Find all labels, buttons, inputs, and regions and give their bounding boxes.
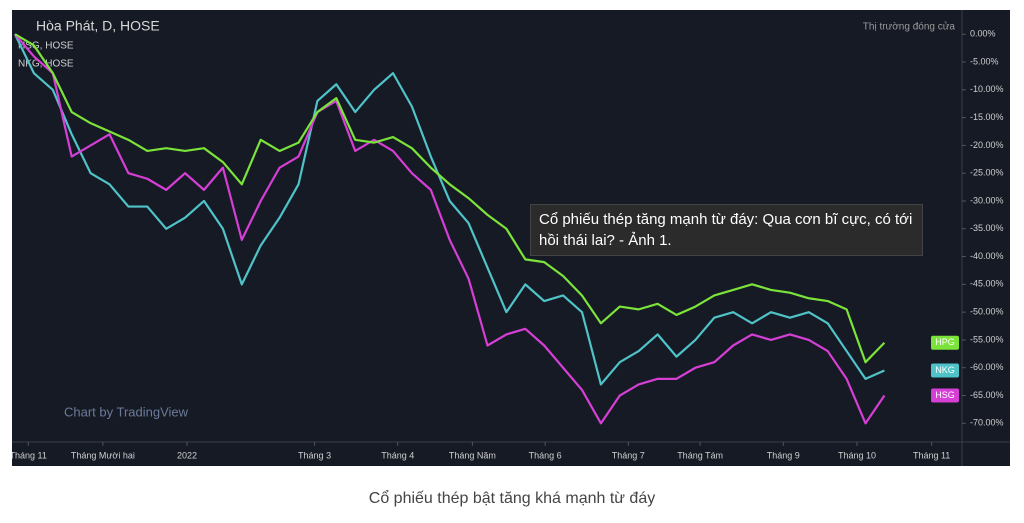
x-tick-label: Tháng 4 xyxy=(381,450,414,460)
series-name: HSG xyxy=(935,390,955,400)
series-line xyxy=(14,33,886,364)
y-tick-label: -20.00% xyxy=(970,140,1004,150)
x-tick-label: Tháng 6 xyxy=(529,450,562,460)
series-name: NKG xyxy=(935,365,955,375)
x-tick-label: Tháng 11 xyxy=(913,450,950,460)
x-tick-label: 2022 xyxy=(177,450,197,460)
x-tick-label: Tháng 9 xyxy=(767,450,800,460)
series-line xyxy=(14,33,885,386)
market-status: Thị trường đóng cửa xyxy=(863,21,956,33)
series-name: HPG xyxy=(935,337,955,347)
y-tick-label: 0.00% xyxy=(970,29,996,39)
x-axis: Tháng 11 Tháng Mười hai 2022 Tháng 3 Tháng 4… xyxy=(10,442,950,460)
y-tick-label: -55.00% xyxy=(970,334,1004,344)
y-tick-label: -30.00% xyxy=(970,195,1004,205)
x-tick-label: Tháng 11 xyxy=(10,450,47,460)
y-tick-label: -50.00% xyxy=(970,307,1004,317)
x-tick-label: Tháng Năm xyxy=(449,450,496,460)
y-tick-label: -45.00% xyxy=(970,279,1004,289)
x-tick-label: Tháng 10 xyxy=(838,450,876,460)
y-tick-label: -60.00% xyxy=(970,362,1004,372)
y-tick-label: -15.00% xyxy=(970,112,1004,122)
y-tick-label: -25.00% xyxy=(970,168,1004,178)
plot-area xyxy=(14,33,886,425)
y-tick-label: -35.00% xyxy=(970,223,1004,233)
x-tick-label: Tháng Mười hai xyxy=(71,450,135,460)
series-line xyxy=(14,33,886,425)
chart-title: Hòa Phát, D, HOSE xyxy=(36,18,160,34)
overlay-label[interactable]: HSG, HOSE xyxy=(18,41,74,52)
series-price-label xyxy=(931,335,959,350)
y-tick-label: -40.00% xyxy=(970,251,1004,261)
y-tick-label: -10.00% xyxy=(970,84,1004,94)
x-tick-label: Tháng 3 xyxy=(298,450,331,460)
y-tick-label: -65.00% xyxy=(970,390,1004,400)
series-price-label xyxy=(931,388,959,403)
tooltip: Cổ phiếu thép tăng mạnh từ đáy: Qua cơn … xyxy=(530,204,923,256)
x-tick-label: Tháng 7 xyxy=(612,450,645,460)
series-price-label xyxy=(931,363,959,378)
caption: Cổ phiếu thép bật tăng khá mạnh từ đáy xyxy=(368,490,656,507)
y-tick-label: -70.00% xyxy=(970,418,1004,428)
y-tick-label: -5.00% xyxy=(970,56,999,66)
watermark: Chart by TradingView xyxy=(64,404,189,419)
x-tick-label: Tháng Tám xyxy=(677,450,723,460)
